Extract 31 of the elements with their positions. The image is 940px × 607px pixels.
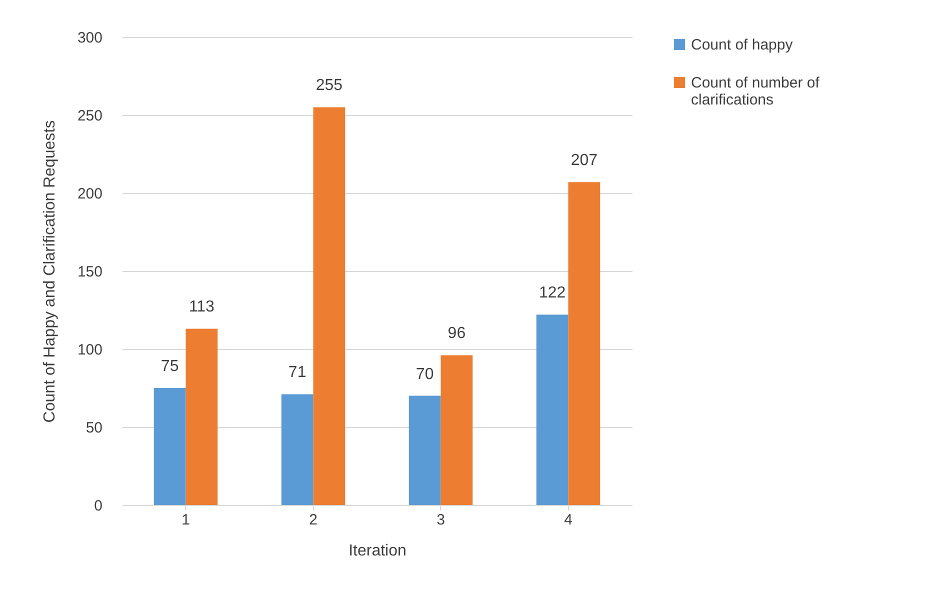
y-tick-label: 150 [77, 264, 102, 280]
data-label: 75 [160, 358, 179, 375]
legend-label: Count of number of clarifications [691, 74, 820, 108]
bar [568, 182, 600, 505]
data-label: 207 [570, 152, 598, 170]
x-axis-title: Iteration [348, 542, 406, 560]
data-label: 122 [538, 284, 566, 302]
bar [154, 388, 186, 505]
bar [313, 107, 346, 505]
data-label: 70 [416, 366, 434, 383]
x-tick-label: 2 [309, 512, 318, 528]
legend-label: Count of happy [691, 36, 794, 54]
data-label: 255 [316, 77, 343, 94]
x-tick-label: 1 [182, 512, 190, 528]
bar [281, 394, 314, 505]
y-tick-label: 0 [94, 498, 102, 514]
y-tick-label: 300 [77, 30, 102, 46]
x-tick-label: 4 [564, 512, 572, 528]
y-tick-label: 100 [77, 342, 102, 358]
bar [440, 355, 473, 505]
bar [408, 396, 441, 505]
data-label: 96 [448, 325, 466, 342]
x-tick-label: 3 [436, 512, 445, 528]
data-label: 71 [288, 364, 306, 382]
data-label: 113 [188, 298, 215, 316]
bar [186, 328, 218, 505]
bar [536, 314, 568, 505]
y-axis-title: Count of Happy and Clarification Requests [41, 120, 58, 423]
y-tick-label: 200 [77, 186, 102, 202]
y-tick-label: 50 [86, 420, 102, 436]
y-tick-label: 250 [77, 108, 102, 124]
